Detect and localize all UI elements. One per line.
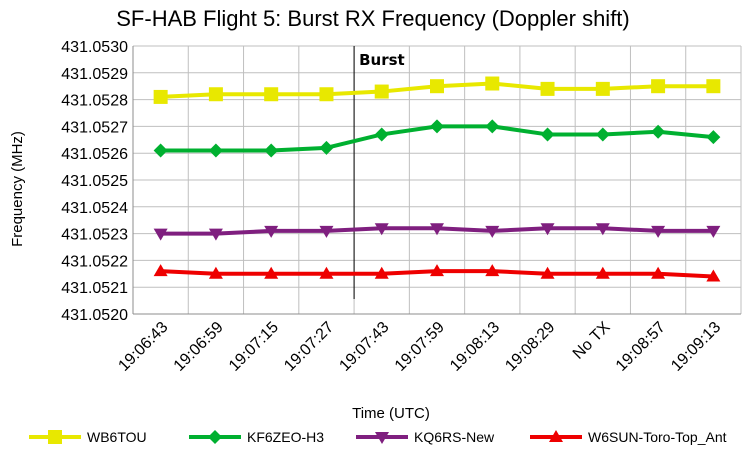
data-point <box>706 130 721 145</box>
data-point <box>264 266 279 279</box>
data-point <box>319 140 334 155</box>
x-tick-labels: 19:06:43 19:06:59 19:07:15 19:07:27 19:07:43… <box>115 319 724 375</box>
chart-title: SF-HAB Flight 5: Burst RX Frequency (Dop… <box>116 6 630 31</box>
data-point <box>595 127 610 142</box>
x-tick-label: No TX <box>570 319 614 363</box>
data-point <box>208 87 223 102</box>
y-tick-label: 431.0523 <box>61 227 128 244</box>
data-point <box>153 143 168 158</box>
legend-item: WB6TOU <box>29 429 147 445</box>
data-point <box>706 269 721 282</box>
data-point <box>540 81 555 96</box>
x-tick-label: 19:08:57 <box>613 319 669 375</box>
x-tick-label: 19:09:13 <box>668 319 724 375</box>
x-tick-label: 19:07:15 <box>226 319 282 375</box>
data-point <box>595 81 610 96</box>
data-point <box>375 432 389 444</box>
x-tick-label: 19:07:43 <box>336 319 392 375</box>
data-point <box>706 79 721 94</box>
data-point <box>319 87 334 102</box>
data-point <box>319 266 334 279</box>
data-point <box>153 89 168 104</box>
data-point <box>264 87 279 102</box>
data-point <box>374 127 389 142</box>
data-point <box>651 79 666 94</box>
data-point <box>595 223 610 236</box>
y-tick-label: 431.0527 <box>61 119 128 136</box>
y-tick-label: 431.0525 <box>61 173 128 190</box>
data-point <box>430 119 444 134</box>
x-axis-label: Time (UTC) <box>352 405 430 422</box>
y-tick-labels: 431.0530 431.0529 431.0528 431.0527 431.0526… <box>61 39 128 324</box>
burst-annotation: Burst <box>353 46 405 299</box>
y-tick-label: 431.0520 <box>61 307 128 324</box>
x-tick-label: 19:08:29 <box>502 319 558 375</box>
data-point <box>540 127 555 142</box>
legend-item: KF6ZEO-H3 <box>189 429 324 445</box>
data-point <box>208 430 222 444</box>
data-point <box>540 266 555 279</box>
data-point <box>430 264 444 277</box>
data-point <box>430 223 444 236</box>
legend-label: WB6TOU <box>87 429 147 445</box>
legend: WB6TOU KF6ZEO-H3 KQ6RS-New W6SUN-Toro-Top_A… <box>29 429 727 445</box>
legend-label: KF6ZEO-H3 <box>247 429 324 445</box>
data-point <box>208 266 223 279</box>
data-point <box>264 143 279 158</box>
y-tick-label: 431.0528 <box>61 93 128 110</box>
axes <box>132 46 741 315</box>
legend-label: W6SUN-Toro-Top_Ant <box>588 429 727 445</box>
data-point <box>208 228 223 241</box>
y-tick-label: 431.0530 <box>61 39 128 56</box>
data-point <box>485 119 500 134</box>
series-w6sun-toro-top-ant <box>153 264 721 282</box>
data-point <box>540 223 555 236</box>
data-point <box>430 79 444 94</box>
x-tick-label: 19:08:13 <box>447 319 503 375</box>
data-point <box>319 225 334 238</box>
data-point <box>374 223 389 236</box>
data-point <box>208 143 223 158</box>
x-tick-label: 19:07:27 <box>281 319 337 375</box>
series-kq6rs-new <box>153 223 721 241</box>
legend-item: W6SUN-Toro-Top_Ant <box>530 429 727 445</box>
data-point <box>153 228 168 241</box>
y-tick-label: 431.0522 <box>61 253 128 270</box>
y-tick-label: 431.0529 <box>61 66 128 83</box>
series-wb6tou <box>153 76 721 104</box>
x-tick-label: 19:06:43 <box>115 319 171 375</box>
data-point <box>651 124 666 139</box>
y-tick-label: 431.0526 <box>61 146 128 163</box>
series-kf6zeo-h3 <box>153 119 721 158</box>
y-tick-label: 431.0524 <box>61 200 128 217</box>
legend-item: KQ6RS-New <box>356 429 495 445</box>
data-point <box>549 430 563 442</box>
data-point <box>374 266 389 279</box>
data-point <box>485 225 500 238</box>
data-point <box>48 430 62 444</box>
data-point <box>153 264 168 277</box>
data-point <box>485 264 500 277</box>
x-tick-label: 19:06:59 <box>171 319 227 375</box>
data-point <box>651 266 666 279</box>
data-point <box>595 266 610 279</box>
burst-label: Burst <box>359 51 405 69</box>
data-point <box>374 84 389 99</box>
y-tick-label: 431.0521 <box>61 280 128 297</box>
data-point <box>651 225 666 238</box>
y-axis-label: Frequency (MHz) <box>9 131 26 247</box>
legend-label: KQ6RS-New <box>414 429 495 445</box>
series-group <box>153 76 721 282</box>
x-tick-label: 19:07:59 <box>392 319 448 375</box>
data-point <box>264 225 279 238</box>
data-point <box>706 225 721 238</box>
data-point <box>485 76 500 91</box>
